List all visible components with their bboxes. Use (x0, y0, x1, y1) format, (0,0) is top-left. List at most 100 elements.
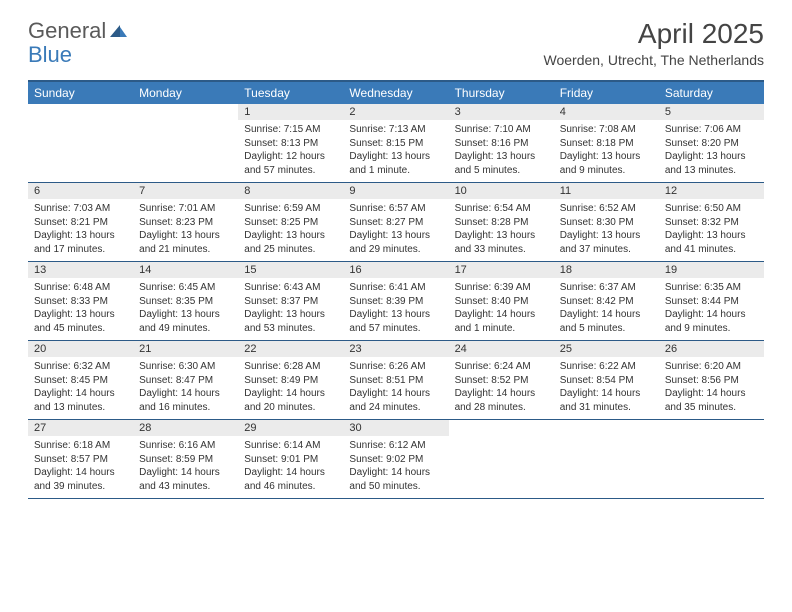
week-row: 1Sunrise: 7:15 AMSunset: 8:13 PMDaylight… (28, 104, 764, 183)
sunset-text: Sunset: 8:30 PM (560, 216, 653, 230)
sunset-text: Sunset: 8:49 PM (244, 374, 337, 388)
daylight-text: Daylight: 14 hours and 50 minutes. (349, 466, 442, 493)
sunrise-text: Sunrise: 6:16 AM (139, 439, 232, 453)
day-details: Sunrise: 6:45 AMSunset: 8:35 PMDaylight:… (133, 278, 238, 339)
day-cell (28, 104, 133, 182)
day-cell (449, 420, 554, 498)
day-number: 29 (238, 420, 343, 436)
day-details: Sunrise: 6:18 AMSunset: 8:57 PMDaylight:… (28, 436, 133, 497)
day-header-thu: Thursday (449, 82, 554, 104)
day-details: Sunrise: 7:13 AMSunset: 8:15 PMDaylight:… (343, 120, 448, 181)
day-number: 19 (659, 262, 764, 278)
day-details: Sunrise: 6:43 AMSunset: 8:37 PMDaylight:… (238, 278, 343, 339)
day-cell: 10Sunrise: 6:54 AMSunset: 8:28 PMDayligh… (449, 183, 554, 261)
day-cell: 12Sunrise: 6:50 AMSunset: 8:32 PMDayligh… (659, 183, 764, 261)
sunrise-text: Sunrise: 6:54 AM (455, 202, 548, 216)
day-number: 18 (554, 262, 659, 278)
sunrise-text: Sunrise: 7:15 AM (244, 123, 337, 137)
day-number: 7 (133, 183, 238, 199)
daylight-text: Daylight: 14 hours and 35 minutes. (665, 387, 758, 414)
sunrise-text: Sunrise: 6:32 AM (34, 360, 127, 374)
sunset-text: Sunset: 8:57 PM (34, 453, 127, 467)
daylight-text: Daylight: 13 hours and 21 minutes. (139, 229, 232, 256)
day-cell: 17 Sunrise: 6:39 AMSunset: 8:40 PMDayligh… (449, 262, 554, 340)
sunset-text: Sunset: 8:47 PM (139, 374, 232, 388)
sunrise-text: Sunrise: 6:18 AM (34, 439, 127, 453)
logo-sail-icon (108, 23, 128, 39)
sunrise-text: Sunrise: 6:28 AM (244, 360, 337, 374)
day-cell: 26Sunrise: 6:20 AMSunset: 8:56 PMDayligh… (659, 341, 764, 419)
sunrise-text: Sunrise: 6:37 AM (560, 281, 653, 295)
day-number: 28 (133, 420, 238, 436)
sunset-text: Sunset: 8:52 PM (455, 374, 548, 388)
day-details: Sunrise: 6:48 AMSunset: 8:33 PMDaylight:… (28, 278, 133, 339)
day-cell: 29Sunrise: 6:14 AMSunset: 9:01 PMDayligh… (238, 420, 343, 498)
daylight-text: Daylight: 14 hours and 39 minutes. (34, 466, 127, 493)
week-row: 20Sunrise: 6:32 AMSunset: 8:45 PMDayligh… (28, 341, 764, 420)
day-number: 15 (238, 262, 343, 278)
day-number: 1 (238, 104, 343, 120)
day-details: Sunrise: 7:03 AMSunset: 8:21 PMDaylight:… (28, 199, 133, 260)
day-number: 6 (28, 183, 133, 199)
day-number: 24 (449, 341, 554, 357)
day-cell: 23Sunrise: 6:26 AMSunset: 8:51 PMDayligh… (343, 341, 448, 419)
day-number: 21 (133, 341, 238, 357)
sunset-text: Sunset: 8:40 PM (455, 295, 548, 309)
day-details: Sunrise: 7:15 AMSunset: 8:13 PMDaylight:… (238, 120, 343, 181)
day-cell: 16Sunrise: 6:41 AMSunset: 8:39 PMDayligh… (343, 262, 448, 340)
day-header-mon: Monday (133, 82, 238, 104)
sunrise-text: Sunrise: 6:26 AM (349, 360, 442, 374)
day-cell: 24Sunrise: 6:24 AMSunset: 8:52 PMDayligh… (449, 341, 554, 419)
day-cell: 7Sunrise: 7:01 AMSunset: 8:23 PMDaylight… (133, 183, 238, 261)
sunset-text: Sunset: 8:27 PM (349, 216, 442, 230)
daylight-text: Daylight: 13 hours and 41 minutes. (665, 229, 758, 256)
sunset-text: Sunset: 9:01 PM (244, 453, 337, 467)
logo-text-blue: Blue (28, 42, 72, 67)
day-cell (659, 420, 764, 498)
header: General April 2025 Woerden, Utrecht, The… (0, 0, 792, 72)
day-cell: 2Sunrise: 7:13 AMSunset: 8:15 PMDaylight… (343, 104, 448, 182)
daylight-text: Daylight: 13 hours and 37 minutes. (560, 229, 653, 256)
calendar: Sunday Monday Tuesday Wednesday Thursday… (28, 80, 764, 499)
day-cell: 25Sunrise: 6:22 AMSunset: 8:54 PMDayligh… (554, 341, 659, 419)
day-cell: 22Sunrise: 6:28 AMSunset: 8:49 PMDayligh… (238, 341, 343, 419)
daylight-text: Daylight: 14 hours and 31 minutes. (560, 387, 653, 414)
day-header-wed: Wednesday (343, 82, 448, 104)
day-number: 30 (343, 420, 448, 436)
sunrise-text: Sunrise: 6:24 AM (455, 360, 548, 374)
logo-blue-text-wrap: Blue (28, 42, 72, 68)
sunrise-text: Sunrise: 6:50 AM (665, 202, 758, 216)
day-number: 3 (449, 104, 554, 120)
day-details: Sunrise: 7:06 AMSunset: 8:20 PMDaylight:… (659, 120, 764, 181)
day-number: 16 (343, 262, 448, 278)
logo: General (28, 18, 130, 44)
day-number: 27 (28, 420, 133, 436)
sunset-text: Sunset: 8:33 PM (34, 295, 127, 309)
day-details: Sunrise: 6:57 AMSunset: 8:27 PMDaylight:… (343, 199, 448, 260)
day-cell: 14Sunrise: 6:45 AMSunset: 8:35 PMDayligh… (133, 262, 238, 340)
sunset-text: Sunset: 8:32 PM (665, 216, 758, 230)
day-cell: 28Sunrise: 6:16 AMSunset: 8:59 PMDayligh… (133, 420, 238, 498)
sunset-text: Sunset: 8:18 PM (560, 137, 653, 151)
sunrise-text: Sunrise: 6:48 AM (34, 281, 127, 295)
sunrise-text: Sunrise: 6:35 AM (665, 281, 758, 295)
day-cell: 15Sunrise: 6:43 AMSunset: 8:37 PMDayligh… (238, 262, 343, 340)
day-number: 12 (659, 183, 764, 199)
day-details: Sunrise: 6:16 AMSunset: 8:59 PMDaylight:… (133, 436, 238, 497)
day-cell: 20Sunrise: 6:32 AMSunset: 8:45 PMDayligh… (28, 341, 133, 419)
day-details: Sunrise: 6:41 AMSunset: 8:39 PMDaylight:… (343, 278, 448, 339)
sunset-text: Sunset: 8:28 PM (455, 216, 548, 230)
day-number: 11 (554, 183, 659, 199)
page-title: April 2025 (544, 18, 765, 50)
sunrise-text: Sunrise: 7:06 AM (665, 123, 758, 137)
sunset-text: Sunset: 8:45 PM (34, 374, 127, 388)
location-subtitle: Woerden, Utrecht, The Netherlands (544, 52, 765, 68)
day-details: Sunrise: 6:50 AMSunset: 8:32 PMDaylight:… (659, 199, 764, 260)
sunrise-text: Sunrise: 6:39 AM (455, 281, 548, 295)
day-header-fri: Friday (554, 82, 659, 104)
daylight-text: Daylight: 13 hours and 9 minutes. (560, 150, 653, 177)
sunrise-text: Sunrise: 6:20 AM (665, 360, 758, 374)
day-number: 17 (449, 262, 554, 278)
daylight-text: Daylight: 14 hours and 1 minute. (455, 308, 548, 335)
sunset-text: Sunset: 8:21 PM (34, 216, 127, 230)
